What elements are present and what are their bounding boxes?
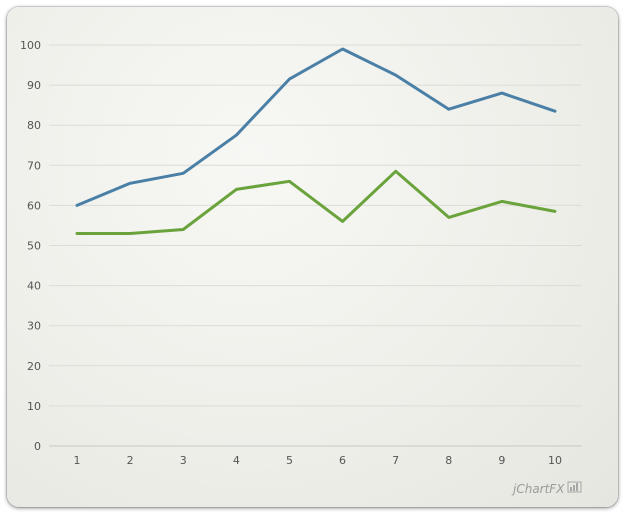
chartfx-logo-icon (567, 481, 582, 493)
y-axis: 0 10 20 30 40 50 60 70 80 90 100 (20, 39, 41, 453)
y-tick-label: 70 (27, 159, 41, 172)
x-tick-label: 7 (392, 454, 399, 467)
x-tick-label: 8 (445, 454, 452, 467)
x-tick-label: 10 (548, 454, 562, 467)
x-tick-label: 2 (127, 454, 134, 467)
y-tick-label: 50 (27, 240, 41, 253)
x-tick-label: 6 (339, 454, 346, 467)
x-tick-label: 4 (233, 454, 240, 467)
x-tick-label: 9 (498, 454, 505, 467)
series-line-1 (75, 47, 557, 207)
y-tick-label: 60 (27, 199, 41, 212)
y-tick-label: 90 (27, 79, 41, 92)
x-tick-label: 1 (74, 454, 81, 467)
x-axis: 1 2 3 4 5 6 7 8 9 10 (74, 454, 563, 467)
x-tick-label: 3 (180, 454, 187, 467)
y-tick-label: 0 (34, 440, 41, 453)
x-tick-label: 5 (286, 454, 293, 467)
series-group (75, 47, 557, 235)
y-tick-label: 100 (20, 39, 41, 52)
y-tick-label: 80 (27, 119, 41, 132)
branding-label: jChartFX (511, 482, 565, 496)
y-tick-label: 40 (27, 280, 41, 293)
y-tick-label: 10 (27, 400, 41, 413)
y-tick-label: 20 (27, 360, 41, 373)
gridlines (49, 44, 582, 447)
y-tick-label: 30 (27, 320, 41, 333)
chart-panel (7, 7, 618, 507)
series-line-2 (75, 169, 557, 235)
